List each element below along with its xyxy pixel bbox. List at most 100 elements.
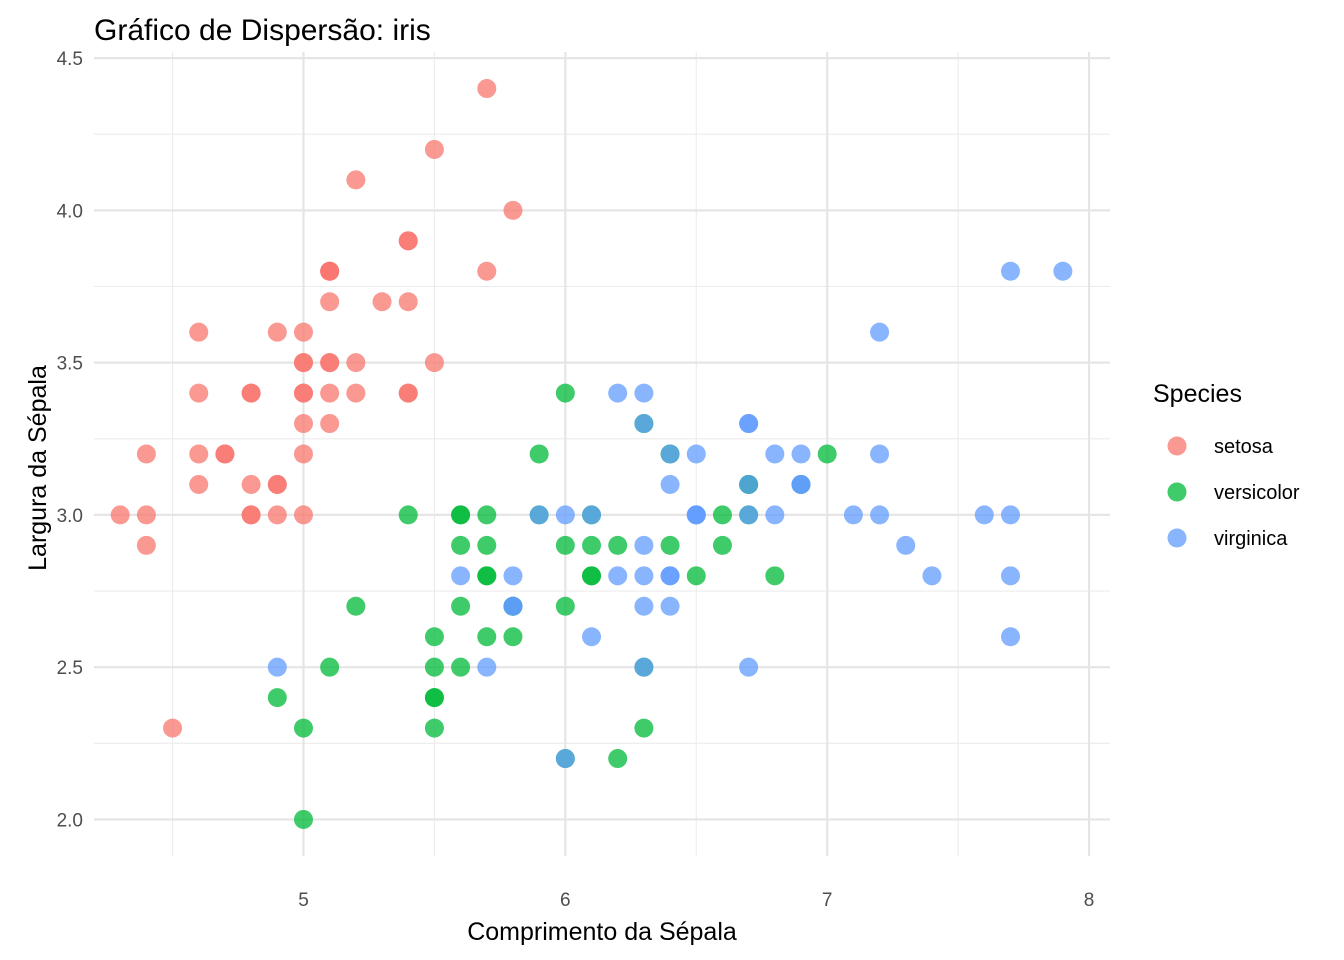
point-virginica — [686, 505, 706, 525]
point-setosa — [346, 353, 366, 373]
point-setosa — [293, 383, 313, 403]
point-virginica — [608, 566, 628, 586]
point-versicolor — [293, 718, 313, 738]
point-virginica — [765, 505, 785, 525]
point-setosa — [320, 261, 340, 281]
point-versicolor — [477, 535, 497, 555]
y-tick-label: 4.0 — [57, 201, 83, 222]
point-virginica — [1000, 627, 1020, 647]
point-versicolor — [346, 596, 366, 616]
legend-label-virginica: virginica — [1214, 528, 1288, 550]
point-setosa — [398, 231, 418, 251]
point-virginica — [791, 474, 811, 494]
point-versicolor — [267, 688, 287, 708]
point-versicolor — [712, 505, 732, 525]
point-versicolor — [424, 718, 444, 738]
point-setosa — [136, 444, 156, 464]
point-virginica — [896, 535, 916, 555]
point-versicolor — [398, 505, 418, 525]
point-virginica — [529, 505, 549, 525]
point-setosa — [163, 718, 183, 738]
point-virginica — [791, 444, 811, 464]
data-points — [110, 79, 1073, 829]
x-tick-label: 7 — [822, 890, 833, 911]
point-virginica — [922, 566, 942, 586]
point-setosa — [267, 505, 287, 525]
point-virginica — [870, 444, 890, 464]
point-virginica — [870, 505, 890, 525]
legend-key-virginica — [1167, 528, 1187, 548]
point-virginica — [660, 566, 680, 586]
point-virginica — [503, 596, 523, 616]
point-versicolor — [608, 535, 628, 555]
legend-items: setosa versicolor virginica — [1167, 436, 1300, 550]
point-virginica — [739, 657, 759, 677]
point-virginica — [686, 444, 706, 464]
y-tick-label: 4.5 — [57, 49, 83, 70]
point-virginica — [451, 566, 471, 586]
legend-key-setosa — [1167, 436, 1187, 456]
point-virginica — [503, 566, 523, 586]
point-setosa — [267, 322, 287, 342]
point-versicolor — [451, 535, 471, 555]
point-virginica — [660, 474, 680, 494]
point-versicolor — [686, 566, 706, 586]
point-versicolor — [555, 596, 575, 616]
point-setosa — [293, 322, 313, 342]
point-virginica — [660, 596, 680, 616]
point-versicolor — [712, 535, 732, 555]
point-virginica — [582, 627, 602, 647]
legend: Species setosa versicolor virginica — [1153, 380, 1300, 550]
point-virginica — [634, 657, 654, 677]
point-setosa — [293, 353, 313, 373]
y-tick-label: 2.5 — [57, 658, 83, 679]
point-versicolor — [477, 566, 497, 586]
point-setosa — [398, 383, 418, 403]
x-tick-label: 5 — [298, 890, 309, 911]
point-setosa — [320, 383, 340, 403]
point-setosa — [503, 200, 523, 220]
point-setosa — [267, 474, 287, 494]
point-virginica — [739, 505, 759, 525]
point-versicolor — [477, 505, 497, 525]
point-virginica — [582, 505, 602, 525]
point-versicolor — [293, 809, 313, 829]
point-setosa — [189, 444, 209, 464]
legend-title: Species — [1153, 380, 1242, 408]
point-virginica — [555, 505, 575, 525]
point-virginica — [634, 414, 654, 434]
point-setosa — [293, 505, 313, 525]
point-virginica — [555, 749, 575, 769]
chart-title: Gráfico de Dispersão: iris — [94, 14, 431, 47]
y-tick-label: 2.0 — [57, 810, 83, 831]
legend-label-setosa: setosa — [1214, 436, 1274, 458]
point-setosa — [136, 535, 156, 555]
point-versicolor — [765, 566, 785, 586]
point-setosa — [398, 292, 418, 312]
point-versicolor — [320, 657, 340, 677]
point-setosa — [477, 79, 497, 99]
point-setosa — [372, 292, 392, 312]
tick-labels: 5 6 7 8 2.0 2.5 3.0 3.5 4.0 4.5 — [57, 49, 1095, 911]
y-tick-label: 3.0 — [57, 506, 83, 527]
point-versicolor — [817, 444, 837, 464]
point-setosa — [189, 474, 209, 494]
point-versicolor — [424, 657, 444, 677]
point-virginica — [634, 596, 654, 616]
point-setosa — [346, 383, 366, 403]
point-virginica — [634, 383, 654, 403]
point-setosa — [477, 261, 497, 281]
point-virginica — [974, 505, 994, 525]
point-virginica — [739, 474, 759, 494]
point-virginica — [1000, 505, 1020, 525]
point-versicolor — [451, 596, 471, 616]
legend-label-versicolor: versicolor — [1214, 482, 1300, 504]
y-tick-label: 3.5 — [57, 354, 83, 375]
x-axis-title: Comprimento da Sépala — [467, 918, 737, 946]
point-setosa — [110, 505, 130, 525]
point-virginica — [739, 414, 759, 434]
point-virginica — [634, 566, 654, 586]
point-versicolor — [555, 535, 575, 555]
point-virginica — [477, 657, 497, 677]
point-setosa — [136, 505, 156, 525]
